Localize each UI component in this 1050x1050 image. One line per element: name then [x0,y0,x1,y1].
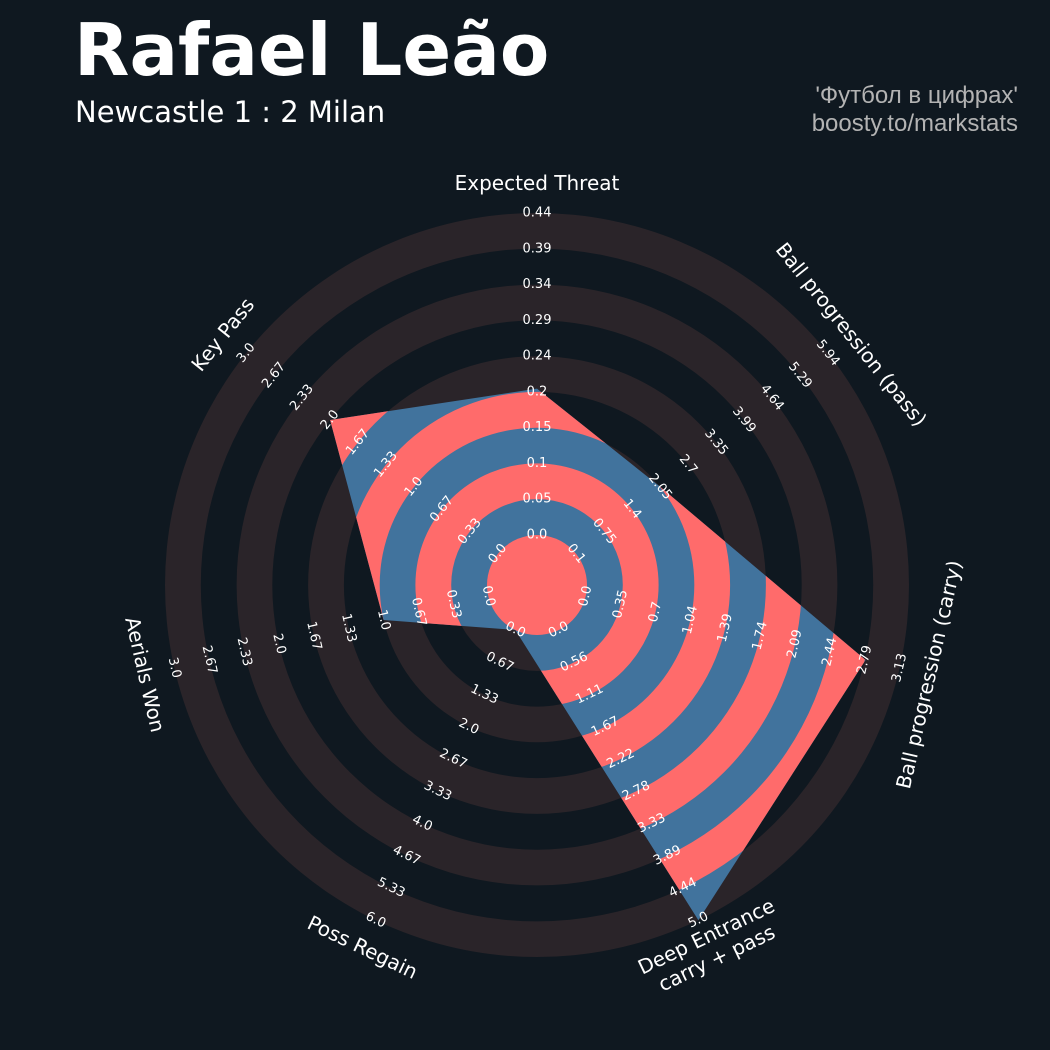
tick-label: 0.7 [646,600,665,624]
tick-label: 1.67 [303,620,324,652]
tick-label: 0.0 [479,584,498,608]
tick-label: 2.33 [234,636,255,668]
tick-label: 0.0 [527,528,548,543]
tick-label: 1.33 [338,612,359,644]
tick-label: 2.67 [199,644,220,676]
tick-label: 1.04 [680,604,701,636]
credit-channel: 'Футбол в цифрах' [815,82,1018,109]
tick-label: 0.24 [523,349,552,364]
match-subtitle: Newcastle 1 : 2 Milan [75,95,386,129]
tick-label: 1.39 [715,612,736,644]
tick-label: 2.09 [784,628,805,660]
tick-label: 2.0 [269,632,288,656]
tick-label: 0.1 [527,456,548,471]
tick-label: 2.79 [854,644,875,676]
tick-label: 0.29 [523,313,552,328]
credit-url: boosty.to/markstats [811,110,1018,137]
tick-label: 0.2 [527,384,548,399]
tick-label: 0.39 [523,241,552,256]
tick-label: 3.13 [889,652,910,684]
tick-label: 0.67 [408,596,429,628]
tick-label: 0.15 [523,420,552,435]
axis-label-line: Aerials Won [120,615,170,735]
axis-label: Aerials Won [120,615,170,735]
axis-label: Expected Threat [455,171,620,195]
tick-label: 0.35 [610,588,631,620]
tick-label: 0.44 [523,206,552,221]
tick-label: 0.33 [443,588,464,620]
polygon-center-band [487,535,587,635]
tick-label: 1.74 [750,620,771,652]
tick-label: 1.0 [374,608,393,632]
tick-label: 3.0 [165,656,184,680]
player-name-title: Rafael Leão [74,8,550,92]
axis-label-line: Expected Threat [455,171,620,195]
tick-label: 2.44 [819,636,840,668]
tick-label: 0.34 [523,277,552,292]
tick-label: 0.05 [523,492,552,507]
tick-label: 0.0 [576,584,595,608]
